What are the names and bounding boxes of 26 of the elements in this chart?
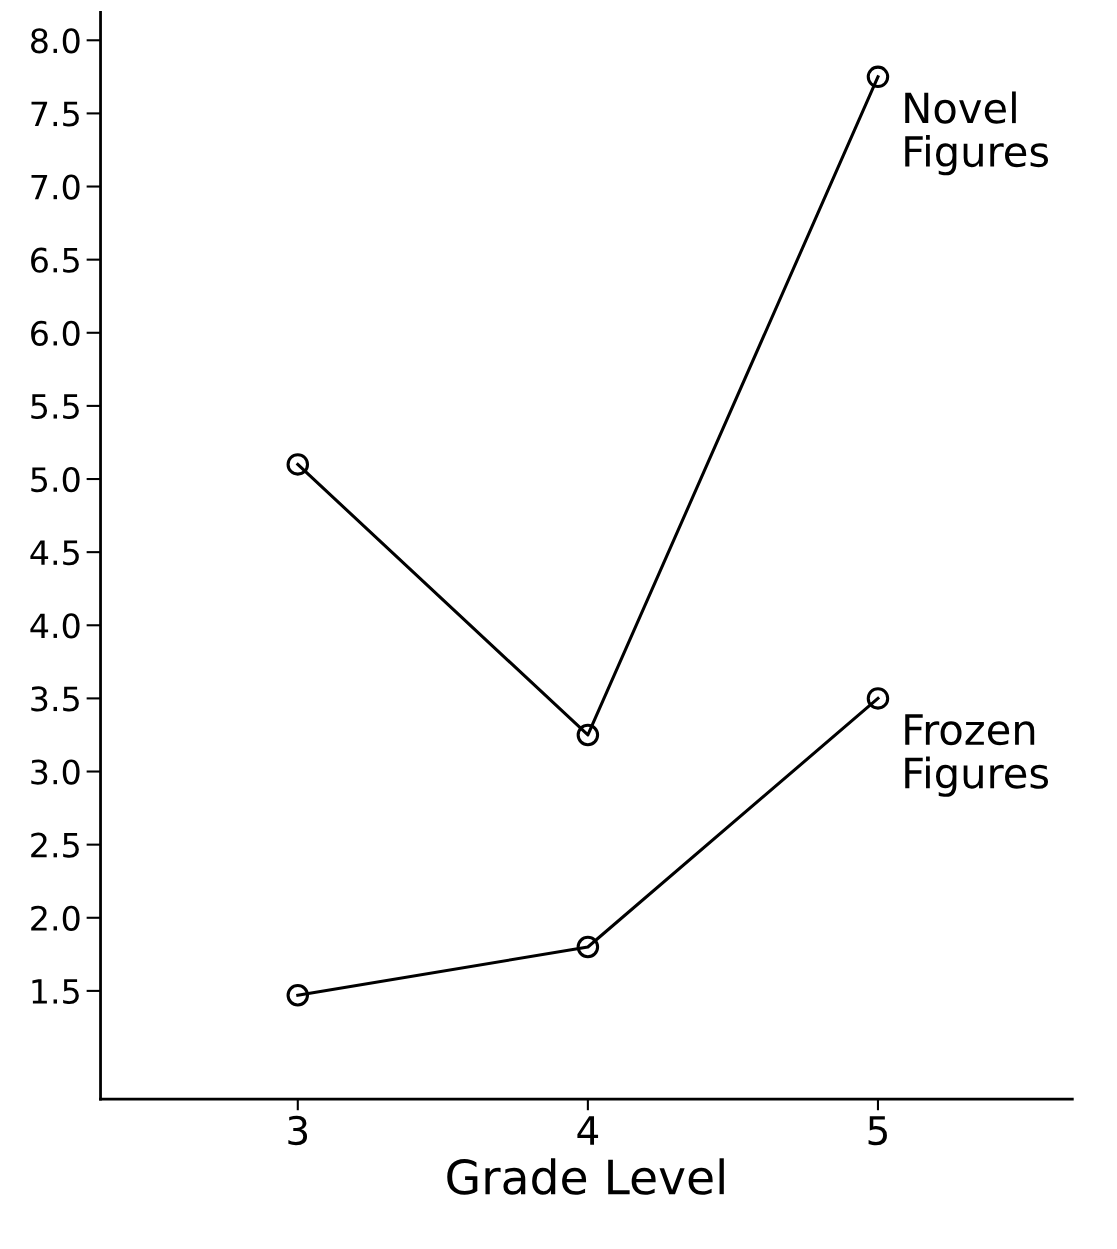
y-tick-label: 7.5: [31, 101, 79, 127]
x-tick-label: 3: [288, 1115, 308, 1146]
y-tick-label: 4.0: [30, 613, 80, 639]
point: [576, 723, 600, 747]
y-tick-label: 2.0: [31, 905, 80, 931]
y-tick-label: 4.5: [30, 540, 79, 566]
point: [286, 984, 310, 1007]
y-tick-label: 1.5: [32, 979, 79, 1005]
x-tick-label: 5: [868, 1116, 887, 1146]
y-tick-label: 5.0: [31, 466, 80, 493]
x-tick-label: 4: [577, 1116, 599, 1145]
y-tick-label: 8.0: [31, 28, 80, 54]
y-tick-label: 3.5: [31, 686, 79, 712]
point: [576, 935, 600, 959]
y-tick-label: 7.0: [31, 174, 80, 200]
y-tick-label: 5.5: [31, 394, 79, 420]
point: [866, 65, 890, 89]
point: [866, 687, 890, 710]
point: [286, 453, 310, 476]
y-tick-label: 2.5: [31, 832, 79, 858]
y-tick-label: 3.0: [31, 759, 80, 785]
series-label: Novel Figures: [905, 91, 1049, 176]
y-tick-label: 6.0: [31, 320, 80, 346]
x-axis-title: Grade Level: [447, 1158, 724, 1195]
series-label: Frozen Figures: [905, 714, 1049, 797]
y-tick-label: 6.5: [31, 247, 79, 273]
